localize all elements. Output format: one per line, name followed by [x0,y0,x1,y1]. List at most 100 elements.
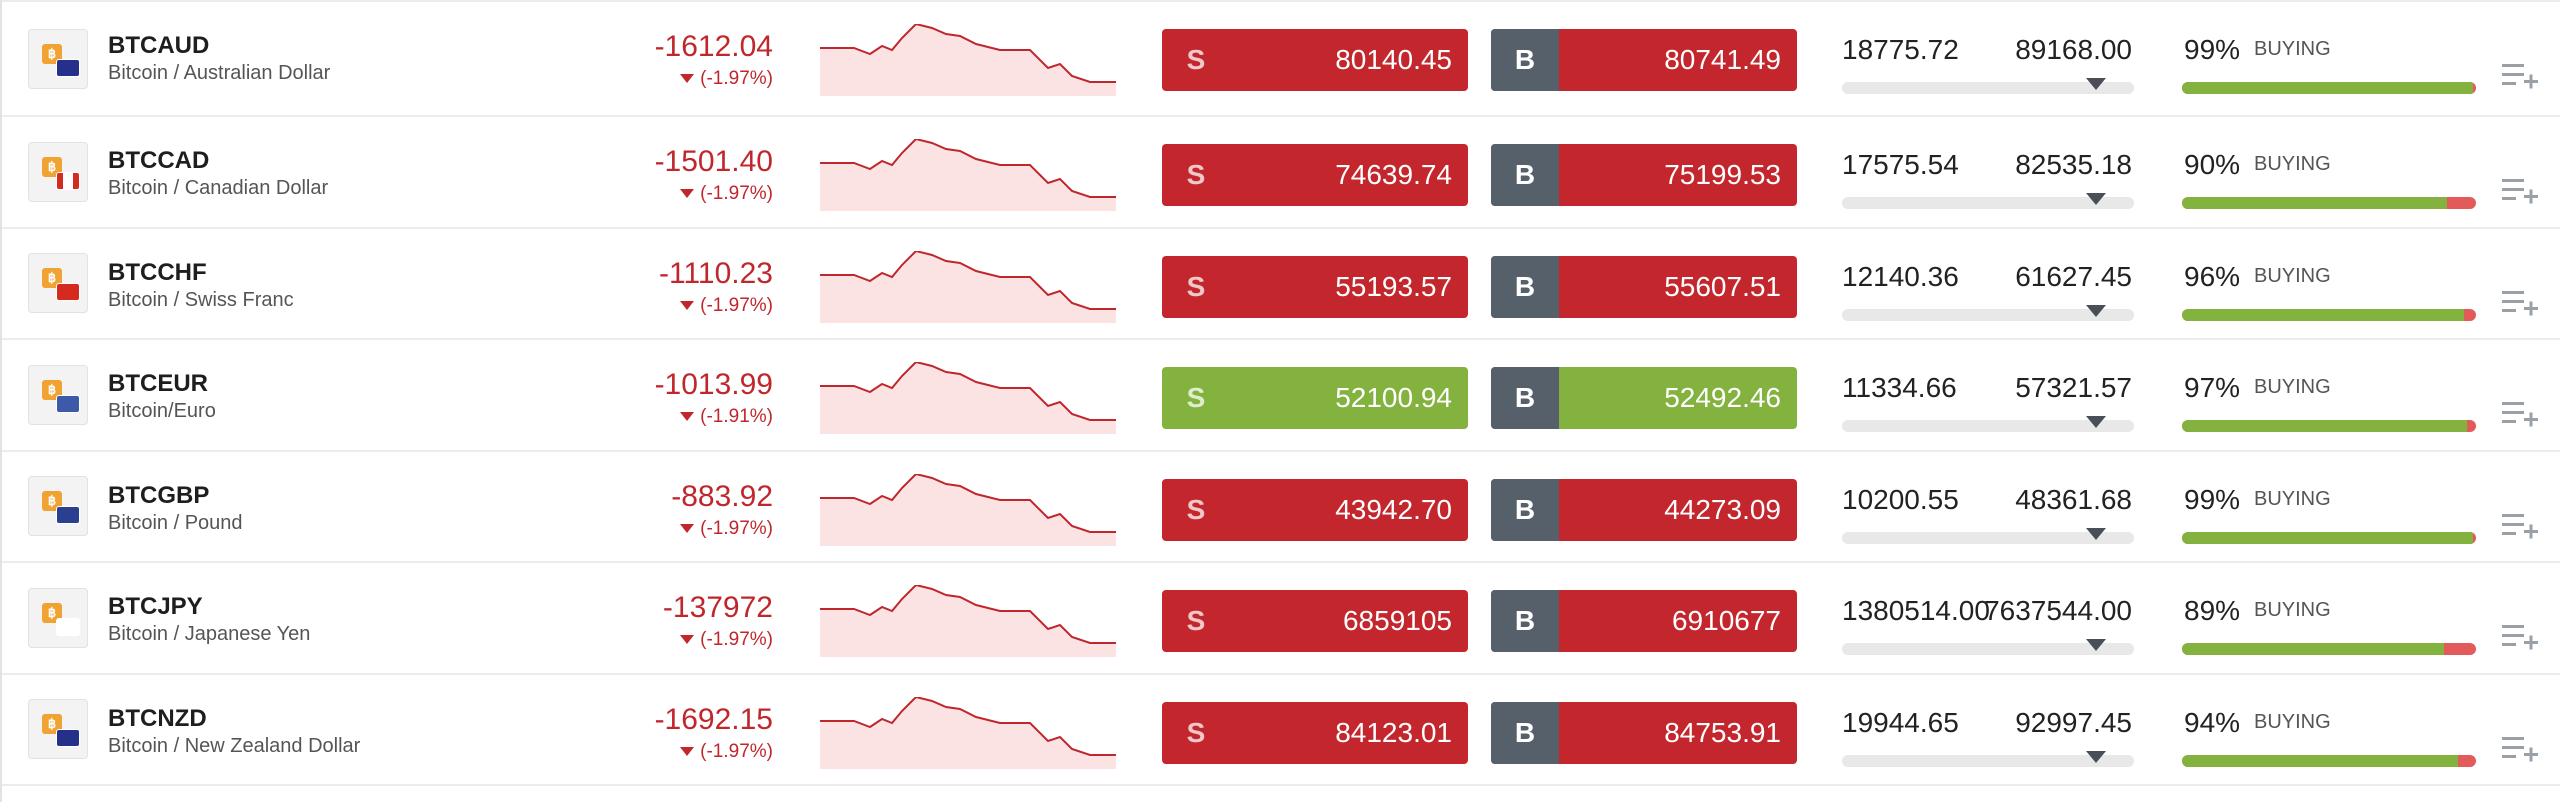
down-triangle-icon [680,523,695,533]
percent-change: (-1.97%) [680,183,773,205]
sell-tag: S [1186,270,1206,302]
sentiment-label: BUYING [2254,264,2331,287]
instrument-row[interactable]: ฿ BTCAUD Bitcoin / Australian Dollar -16… [2,0,2560,117]
flag-icon [57,395,79,412]
sell-button[interactable]: S 6859105 [1162,590,1468,652]
sell-tag: S [1186,382,1206,413]
sell-price: 80140.45 [1335,44,1452,75]
instrument-name: Bitcoin / Pound [108,511,243,534]
sentiment-percent: 99% [2184,34,2241,65]
sell-button[interactable]: S 43942.70 [1162,478,1468,541]
sell-button[interactable]: S 74639.74 [1162,144,1468,206]
day-range-bar [1842,643,2134,655]
buy-button[interactable]: B 44273.09 [1491,478,1797,541]
flag-icon [57,618,79,635]
bitcoin-icon: ฿ [42,602,62,623]
day-range-high: 7637544.00 [1984,595,2132,626]
day-range-high: 89168.00 [2015,34,2132,65]
instrument-symbol[interactable]: BTCJPY [108,593,203,620]
range-marker-icon [2086,639,2106,651]
price-change: -1110.23 [659,256,773,290]
sentiment-bar [2182,643,2476,655]
instrument-row[interactable]: ฿ BTCCHF Bitcoin / Swiss Franc -1110.23 … [2,229,2560,340]
add-to-list-icon[interactable] [2502,60,2538,90]
day-range-bar [1842,754,2134,767]
add-to-list-icon[interactable] [2502,175,2538,205]
instrument-symbol[interactable]: BTCEUR [108,370,208,397]
day-range-low: 1380514.00 [1842,595,1990,626]
buy-button[interactable]: B 55607.51 [1491,255,1797,318]
flag-icon [57,172,79,189]
percent-change: (-1.97%) [680,741,773,763]
sentiment-label: BUYING [2254,153,2331,175]
add-to-list-icon[interactable] [2502,733,2538,763]
buy-price: 80741.49 [1664,44,1781,75]
sentiment-percent: 89% [2184,595,2241,626]
buy-tag: B [1491,255,1559,318]
sentiment-fill [2182,82,2474,94]
instrument-row[interactable]: ฿ BTCJPY Bitcoin / Japanese Yen -137972 … [2,563,2560,675]
instrument-row[interactable]: ฿ BTCGBP Bitcoin / Pound -883.92 (-1.97%… [2,452,2560,563]
sell-price: 74639.74 [1335,159,1452,190]
add-to-list-icon[interactable] [2502,510,2538,540]
sentiment-label: BUYING [2254,487,2331,510]
instrument-symbol[interactable]: BTCAUD [108,32,210,59]
sell-tag: S [1186,605,1206,636]
percent-change: (-1.97%) [680,518,773,540]
instrument-symbol[interactable]: BTCNZD [108,704,207,732]
buy-button[interactable]: B 6910677 [1491,590,1797,652]
sell-button[interactable]: S 84123.01 [1162,701,1468,764]
instrument-name: Bitcoin / Canadian Dollar [108,177,329,199]
buy-button[interactable]: B 84753.91 [1491,701,1797,764]
sell-tag: S [1186,159,1206,190]
buy-button[interactable]: B 80741.49 [1491,29,1797,91]
instrument-name: Bitcoin / Australian Dollar [108,62,331,84]
instrument-name: Bitcoin/Euro [108,400,216,422]
add-to-list-icon[interactable] [2502,398,2538,428]
sparkline-area [820,585,1116,657]
instrument-icon: ฿ [28,253,88,314]
sell-price: 52100.94 [1335,382,1452,413]
sentiment-bar [2182,531,2476,544]
instrument-row[interactable]: ฿ BTCNZD Bitcoin / New Zealand Dollar -1… [2,675,2560,786]
buy-tag: B [1491,144,1559,206]
sentiment-fill [2182,531,2474,544]
instrument-symbol[interactable]: BTCCHF [108,258,207,286]
sentiment-bar [2182,308,2476,321]
instrument-row[interactable]: ฿ BTCCAD Bitcoin / Canadian Dollar -1501… [2,117,2560,229]
percent-change: (-1.97%) [680,629,773,651]
range-marker-icon [2086,78,2106,90]
instrument-symbol[interactable]: BTCCAD [108,147,210,174]
sell-price: 43942.70 [1335,493,1452,525]
sell-button[interactable]: S 55193.57 [1162,255,1468,318]
buy-button[interactable]: B 52492.46 [1491,367,1797,429]
range-marker-icon [2086,304,2106,317]
instrument-symbol[interactable]: BTCGBP [108,481,210,509]
down-triangle-icon [680,412,695,422]
sparkline-line [820,139,1116,198]
buy-tag: B [1491,29,1559,91]
add-to-list-icon[interactable] [2502,287,2538,317]
sell-button[interactable]: S 52100.94 [1162,367,1468,429]
sparkline-chart [820,696,1116,769]
sentiment-bar [2182,197,2476,209]
day-range-low: 10200.55 [1842,483,1959,515]
buy-tag: B [1491,478,1559,541]
sentiment-label: BUYING [2254,599,2331,621]
sparkline-chart [820,473,1116,546]
add-to-list-icon[interactable] [2502,621,2538,651]
instrument-icon: ฿ [28,364,88,425]
sentiment-label: BUYING [2254,710,2331,733]
instrument-name: Bitcoin / Swiss Franc [108,288,294,311]
buy-button[interactable]: B 75199.53 [1491,144,1797,206]
day-range-bar [1842,82,2134,94]
bitcoin-icon: ฿ [42,379,62,400]
bitcoin-icon: ฿ [42,491,62,512]
sell-button[interactable]: S 80140.45 [1162,29,1468,91]
sparkline-line [820,696,1116,756]
instrument-row[interactable]: ฿ BTCEUR Bitcoin/Euro -1013.99 (-1.91%) … [2,340,2560,452]
instrument-icon: ฿ [28,699,88,760]
sentiment-percent: 96% [2184,260,2241,292]
sell-price: 6859105 [1342,605,1452,636]
sparkline-area [820,250,1116,323]
